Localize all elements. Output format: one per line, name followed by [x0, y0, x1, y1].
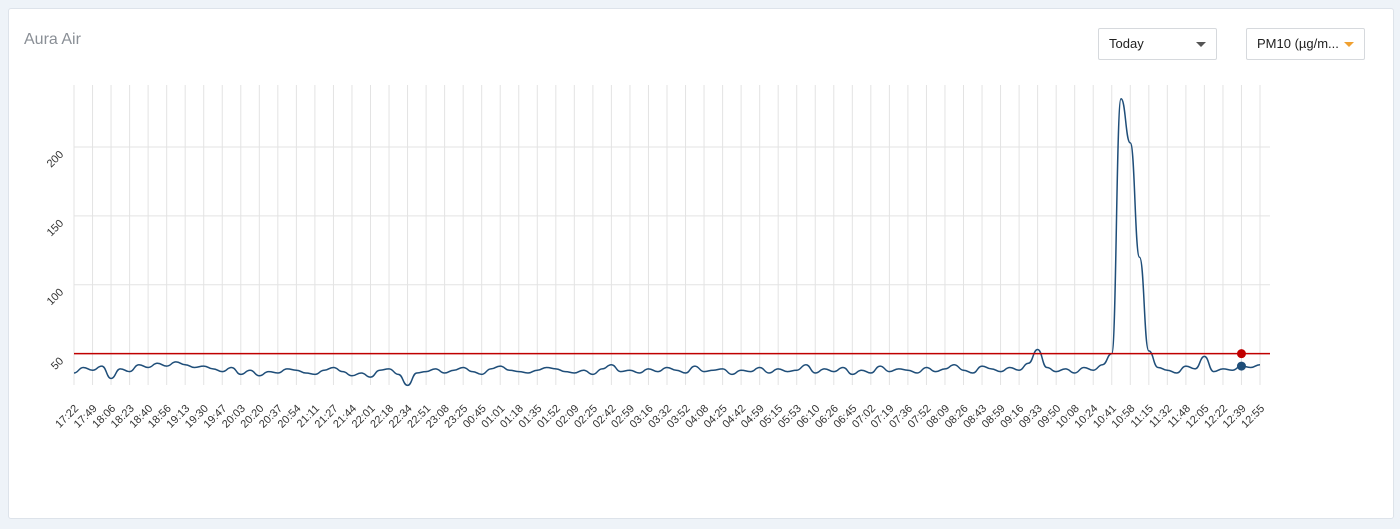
card: Aura Air Today PM10 (µg/m...: [8, 8, 1394, 519]
threshold-dot: [1236, 349, 1246, 359]
y-tick-label: 200: [45, 149, 66, 170]
period-dropdown[interactable]: Today: [1098, 28, 1217, 60]
y-tick-label: 150: [45, 218, 66, 239]
metric-dropdown[interactable]: PM10 (µg/m...: [1246, 28, 1365, 60]
period-value: Today: [1109, 36, 1144, 51]
caret: [1344, 42, 1354, 47]
current-dot: [1236, 361, 1246, 371]
card-title: Aura Air: [24, 31, 81, 48]
metric-value: PM10 (µg/m...: [1257, 36, 1339, 51]
caret: [1196, 42, 1206, 47]
y-tick-label: 100: [45, 286, 66, 307]
y-tick-label: 50: [49, 355, 66, 372]
data-line: [73, 98, 1261, 387]
